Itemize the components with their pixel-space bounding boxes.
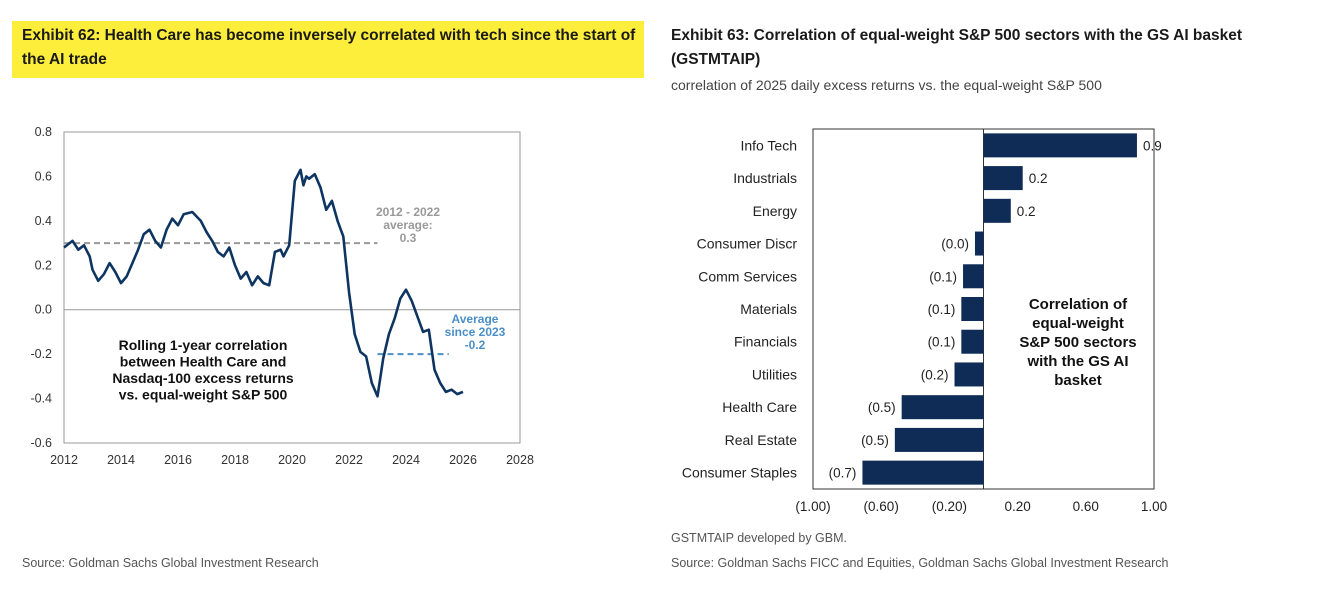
category-label: Health Care	[722, 399, 797, 415]
x-tick-label: 0.60	[1073, 499, 1099, 514]
category-label: Comm Services	[698, 268, 797, 284]
bar	[961, 297, 984, 321]
reference-line-label: 2012 - 2022	[376, 205, 440, 219]
chart-annotation: Nasdaq-100 excess returns	[112, 370, 294, 386]
x-tick-label: (1.00)	[795, 499, 830, 514]
exhibit-63-footnote: GSTMTAIP developed by GBM.	[671, 531, 847, 545]
y-tick-label: -0.2	[30, 347, 52, 361]
value-label: (0.2)	[921, 367, 949, 382]
bar	[983, 133, 1137, 158]
y-tick-label: 0.4	[35, 214, 52, 228]
y-tick-label: 0.6	[35, 169, 52, 183]
x-tick-label: 2022	[335, 453, 363, 467]
y-tick-label: 0.0	[35, 303, 52, 317]
x-tick-label: 2018	[221, 453, 249, 467]
reference-line-label: 0.3	[400, 231, 417, 245]
bar	[894, 427, 984, 452]
x-tick-label: 2026	[449, 453, 477, 467]
chart-annotation: vs. equal-weight S&P 500	[119, 387, 288, 403]
y-tick-label: -0.6	[30, 436, 52, 450]
value-label: 0.9	[1143, 138, 1162, 153]
exhibit-62-source: Source: Goldman Sachs Global Investment …	[22, 556, 319, 570]
category-label: Energy	[753, 203, 797, 219]
x-tick-label: 0.20	[1004, 499, 1030, 514]
value-label: (0.1)	[929, 269, 957, 284]
bar	[862, 460, 984, 485]
bar	[901, 395, 984, 420]
x-tick-label: 2012	[50, 453, 78, 467]
reference-line-label: average:	[383, 218, 432, 232]
chart-annotation: between Health Care and	[120, 354, 287, 370]
value-label: 0.2	[1017, 204, 1036, 219]
exhibit-63-title: Exhibit 63: Correlation of equal-weight …	[671, 27, 1243, 68]
category-label: Info Tech	[740, 137, 797, 153]
value-label: (0.0)	[941, 237, 969, 252]
x-tick-label: (0.60)	[864, 499, 899, 514]
value-label: (0.1)	[928, 335, 956, 350]
value-label: (0.5)	[868, 400, 896, 415]
category-label: Consumer Staples	[682, 465, 797, 481]
x-tick-label: 2014	[107, 453, 135, 467]
value-label: (0.7)	[829, 466, 857, 481]
category-label: Utilities	[752, 366, 797, 382]
x-tick-label: 2020	[278, 453, 306, 467]
chart-annotation: S&P 500 sectors	[1019, 334, 1136, 351]
value-label: (0.1)	[928, 302, 956, 317]
chart-annotation: Correlation of	[1029, 296, 1128, 313]
value-label: (0.5)	[861, 433, 889, 448]
chart-annotation: Rolling 1-year correlation	[119, 337, 288, 353]
chart-annotation: with the GS AI	[1026, 353, 1128, 370]
category-label: Materials	[740, 301, 797, 317]
y-tick-label: 0.2	[35, 258, 52, 272]
x-tick-label: (0.20)	[932, 499, 967, 514]
y-tick-label: 0.8	[35, 125, 52, 139]
bar	[963, 264, 984, 289]
category-label: Financials	[734, 334, 797, 350]
plot-frame	[63, 131, 521, 444]
line-chart: 0.8 0.6 0.4 0.2 0.0 -0.2 -0.4 -0.6 2012 2014 2016 2…	[30, 125, 534, 467]
exhibit-63-source: Source: Goldman Sachs FICC and Equities,…	[671, 556, 1169, 570]
bar	[974, 231, 984, 256]
reference-line-label: -0.2	[465, 338, 486, 352]
x-tick-label: 2016	[164, 453, 192, 467]
reference-line-label: since 2023	[445, 325, 506, 339]
x-tick-label: 2024	[392, 453, 420, 467]
x-tick-label: 1.00	[1141, 499, 1167, 514]
bar	[983, 198, 1011, 223]
chart-annotation: equal-weight	[1032, 315, 1124, 332]
bar	[954, 362, 984, 387]
bar-chart: Info Tech 0.9 Industrials 0.2 Energy 0.2 Consu…	[682, 128, 1167, 514]
reference-line-label: Average	[452, 312, 499, 326]
category-label: Industrials	[733, 170, 797, 186]
category-label: Consumer Discr	[697, 236, 798, 252]
chart-annotation: basket	[1054, 372, 1102, 389]
bar	[961, 329, 984, 354]
x-tick-label: 2028	[506, 453, 534, 467]
bar	[983, 166, 1023, 191]
category-label: Real Estate	[725, 432, 798, 448]
series-line	[63, 168, 464, 398]
y-tick-label: -0.4	[30, 392, 52, 406]
exhibit-62-title: Exhibit 62: Health Care has become inver…	[12, 21, 644, 78]
value-label: 0.2	[1029, 171, 1048, 186]
exhibit-63-subtitle: correlation of 2025 daily excess returns…	[671, 77, 1102, 93]
